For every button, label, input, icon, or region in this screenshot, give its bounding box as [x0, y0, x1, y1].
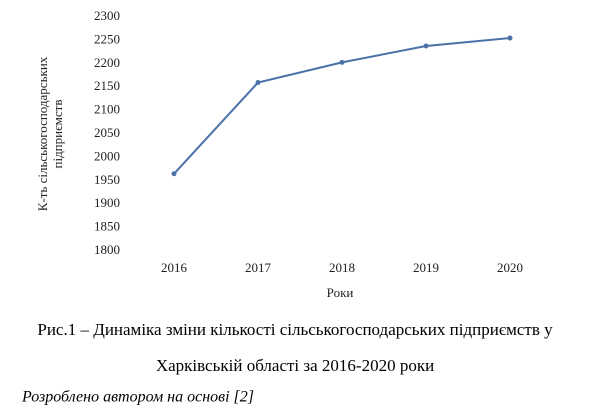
y-tick-label: 2150: [94, 78, 120, 93]
caption-line: Харківській області за 2016-2020 роки: [156, 356, 434, 375]
y-tick-label: 1850: [94, 219, 120, 234]
y-tick-label: 2100: [94, 102, 120, 117]
y-tick-label: 1950: [94, 172, 120, 187]
y-tick-label: 1900: [94, 195, 120, 210]
y-tick-label: 2000: [94, 148, 120, 163]
y-axis-label: підприємств: [50, 100, 65, 169]
point: [171, 171, 177, 177]
y-tick-label: 2300: [94, 8, 120, 23]
caption-line: Рис.1 – Динаміка зміни кількості сільськ…: [37, 320, 553, 339]
x-tick-label: 2018: [329, 260, 355, 275]
y-tick-label: 2050: [94, 125, 120, 140]
point: [339, 59, 345, 65]
y-tick-label: 2200: [94, 55, 120, 70]
y-tick-label: 1800: [94, 242, 120, 257]
x-tick-label: 2020: [497, 260, 523, 275]
x-tick-label: 2016: [161, 260, 188, 275]
point: [423, 43, 429, 49]
y-tick-label: 2250: [94, 31, 120, 46]
source-note: Розроблено автором на основі [2]: [21, 389, 254, 406]
line-series: [173, 37, 511, 175]
x-tick-label: 2019: [413, 260, 439, 275]
y-axis-label: К-ть сільськогосподарських: [35, 56, 50, 211]
x-axis-label: Роки: [327, 285, 354, 300]
x-tick-label: 2017: [245, 260, 272, 275]
point: [507, 35, 513, 41]
point: [255, 80, 261, 86]
